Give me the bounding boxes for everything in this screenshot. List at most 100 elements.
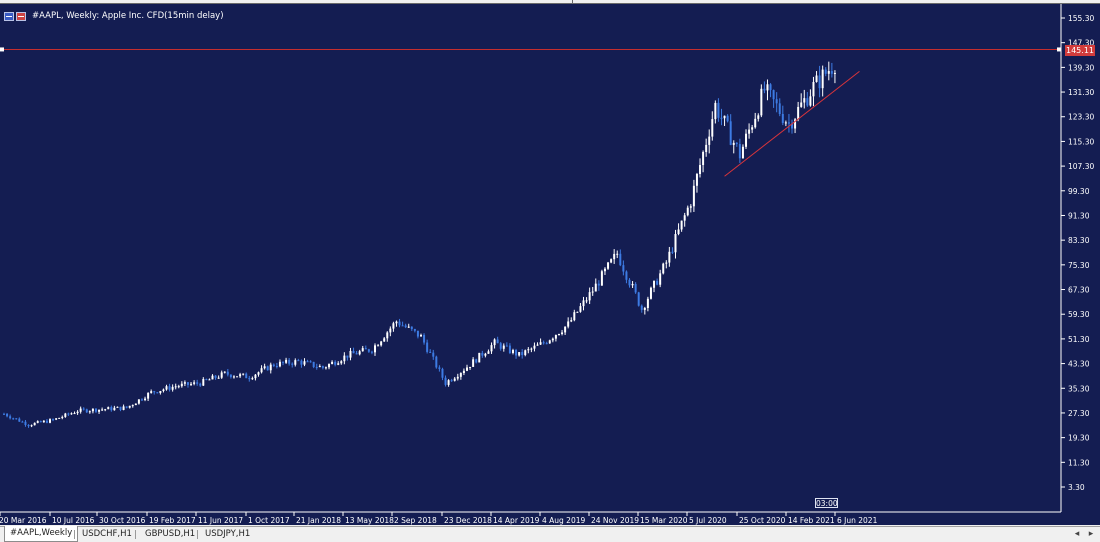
candle-body: [754, 118, 757, 128]
candle-body: [824, 69, 827, 74]
candle-body: [484, 353, 487, 356]
candle-body: [751, 127, 754, 130]
candle-body: [775, 99, 778, 104]
candle-body: [407, 326, 410, 328]
candle-body: [423, 334, 426, 343]
tab-usdjpy-h1[interactable]: USDJPY,H1: [205, 529, 251, 539]
price-axis-label: 19.30: [1068, 434, 1090, 443]
candle-body: [416, 330, 419, 337]
candle-body: [272, 364, 275, 366]
tab-gbpusd-h1[interactable]: GBPUSD,H1: [145, 529, 196, 539]
candle-body: [794, 119, 797, 129]
time-axis-label: 30 Oct 2016: [99, 516, 146, 525]
candle-body: [784, 122, 787, 124]
candle-body: [705, 144, 708, 153]
candle-body: [131, 405, 134, 407]
candle-body: [147, 392, 150, 399]
scroll-right-icon[interactable]: ▸: [1088, 529, 1094, 539]
tab-aapl-weekly[interactable]: #AAPL,Weekly: [4, 526, 79, 542]
candle-body: [711, 119, 714, 137]
candle-body: [502, 345, 505, 349]
price-chart[interactable]: 155.30 147.30 139.30 131.30 123.30 115.30 107.…: [0, 4, 1100, 526]
candle-body: [88, 411, 91, 413]
candle-body: [524, 350, 527, 356]
candle-body: [300, 360, 303, 365]
candle-body: [803, 98, 806, 103]
candle-body: [58, 417, 61, 419]
price-axis-label: 131.30: [1068, 88, 1094, 97]
candle-body: [180, 383, 183, 387]
candle-body: [364, 348, 367, 350]
time-axis-label: 4 Aug 2019: [542, 516, 585, 525]
scroll-left-icon[interactable]: ◂: [1074, 529, 1080, 539]
candle-body: [748, 129, 751, 134]
candle-body: [98, 409, 101, 412]
candle-body: [389, 328, 392, 333]
time-axis-label: 2 Sep 2018: [394, 516, 437, 525]
candle-body: [202, 379, 205, 386]
candle-body: [833, 72, 836, 74]
candle-body: [324, 367, 327, 369]
candle-body: [692, 185, 695, 207]
candle-body: [680, 220, 683, 230]
candle-body: [122, 406, 125, 410]
support-trendline: [724, 70, 860, 177]
chart-title: #AAPL, Weekly: Apple Inc. CFD(15min dela…: [32, 11, 224, 21]
candle-body: [677, 229, 680, 234]
price-axis-label: 139.30: [1068, 63, 1094, 72]
candle-body: [171, 386, 174, 390]
candle-body: [607, 262, 610, 269]
candle-body: [64, 413, 67, 417]
candle-body: [600, 271, 603, 286]
candle-body: [729, 121, 732, 145]
candle-body: [462, 370, 465, 374]
candle-body: [542, 342, 545, 344]
candle-body: [521, 352, 524, 356]
candle-body: [24, 421, 27, 425]
candle-body: [757, 115, 760, 119]
candle-body: [208, 379, 211, 381]
candle-body: [413, 329, 416, 331]
candle-body: [367, 349, 370, 352]
candle-body: [665, 262, 668, 264]
candle-body: [656, 280, 659, 285]
candle-body: [815, 75, 818, 82]
tab-separator: [135, 530, 136, 539]
tab-usdchf-h1[interactable]: USDCHF,H1: [82, 529, 132, 539]
candle-body: [196, 382, 199, 384]
top-border-tick: [572, 0, 573, 3]
candle-body: [481, 352, 484, 356]
candle-body: [190, 383, 193, 385]
candle-body: [809, 96, 812, 106]
candle-body: [561, 332, 564, 335]
candle-body: [52, 419, 55, 421]
candle-body: [772, 90, 775, 100]
candle-body: [511, 350, 514, 353]
time-axis-label: 5 Jul 2020: [689, 516, 727, 525]
candle-body: [499, 343, 502, 349]
candle-body: [702, 152, 705, 166]
candle-body: [377, 345, 380, 347]
candle-body: [551, 338, 554, 341]
candle-body: [165, 386, 168, 390]
candle-body: [220, 372, 223, 378]
candle-body: [640, 305, 643, 310]
candle-body: [797, 106, 800, 120]
candle-body: [766, 84, 769, 91]
candle-body: [245, 373, 248, 379]
current-price-label: 145.11: [1065, 45, 1095, 56]
candle-body: [671, 251, 674, 253]
candle-body: [741, 146, 744, 159]
candle-body: [490, 345, 493, 352]
candle-body: [441, 368, 444, 378]
candle-body: [830, 71, 833, 74]
chart-area[interactable]: 155.30 147.30 139.30 131.30 123.30 115.30 107.…: [0, 3, 1100, 525]
candle-body: [380, 341, 383, 346]
candle-body: [186, 382, 189, 385]
candle-body: [67, 413, 70, 415]
candle-body: [689, 206, 692, 208]
candle-body: [260, 368, 263, 373]
time-axis-label: 23 Dec 2018: [444, 516, 492, 525]
candle-body: [637, 292, 640, 306]
candle-body: [275, 365, 278, 367]
